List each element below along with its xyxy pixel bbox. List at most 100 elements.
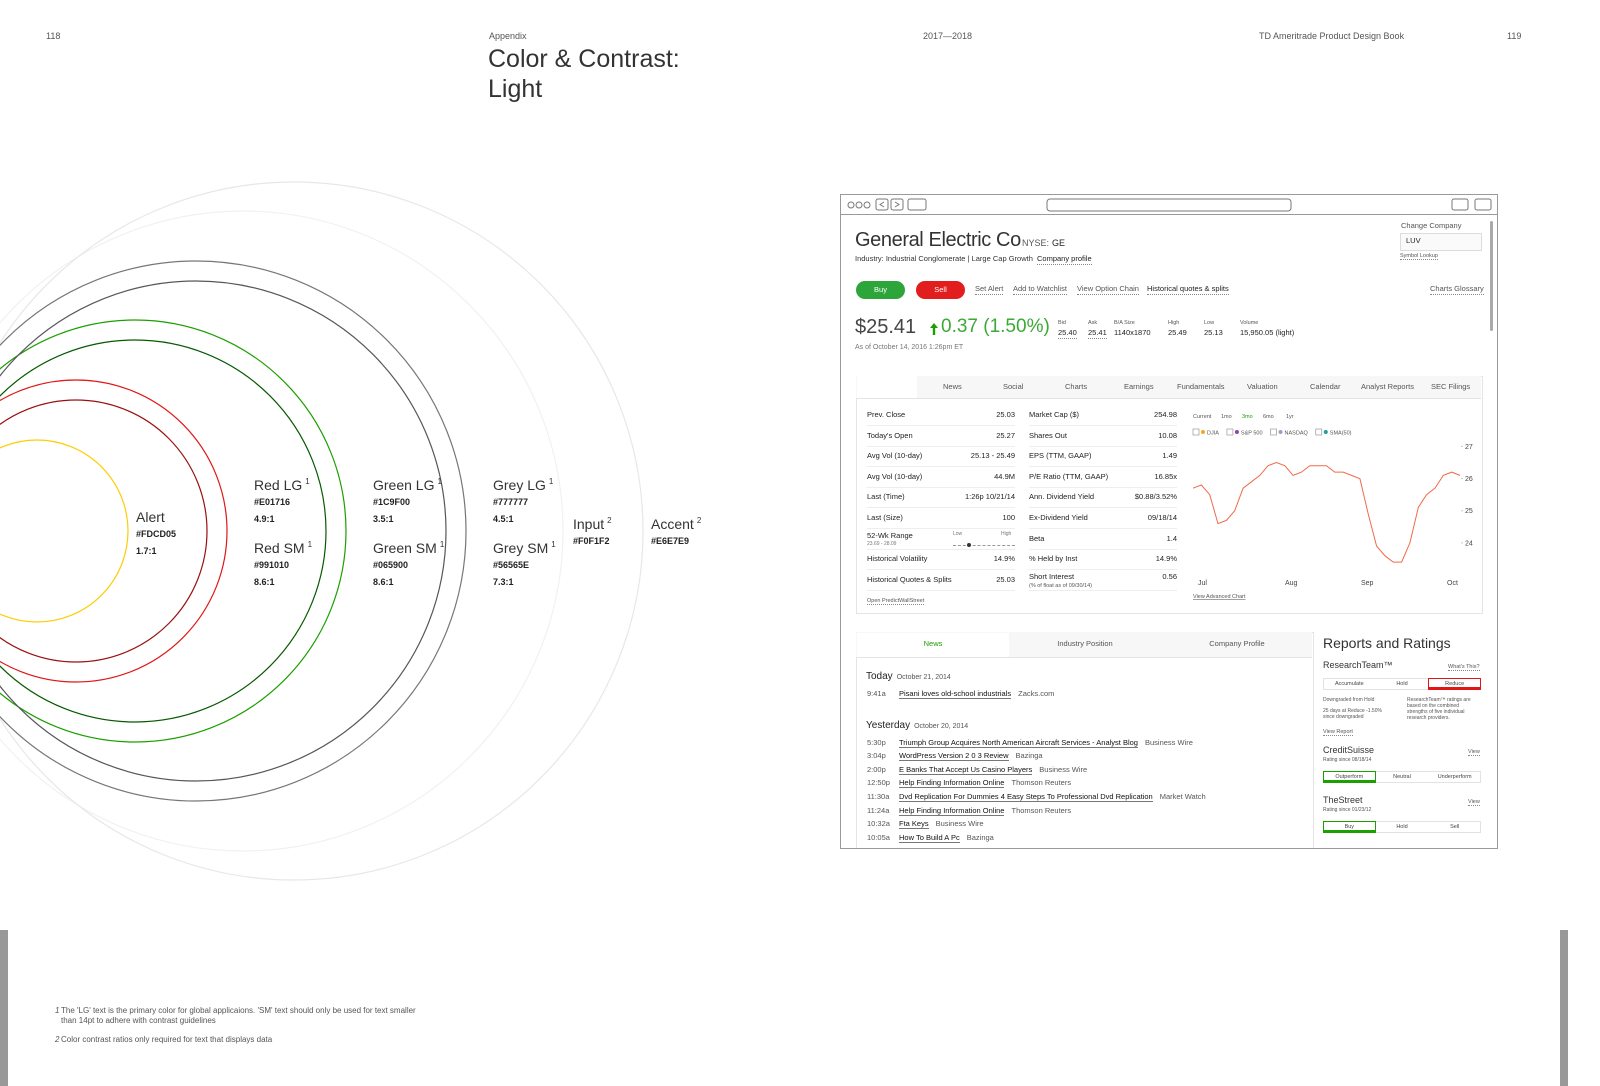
- swatch-name-text: Grey LG: [493, 477, 546, 493]
- rating-option[interactable]: Buy: [1344, 824, 1355, 830]
- active-news-tab[interactable]: [857, 633, 1009, 657]
- rating-option[interactable]: Outperform: [1335, 774, 1364, 780]
- active-tab[interactable]: [857, 376, 917, 398]
- news-tab[interactable]: Company Profile: [1209, 639, 1265, 648]
- action-link[interactable]: Set Alert: [975, 284, 1004, 295]
- rating-option[interactable]: Hold: [1396, 681, 1408, 687]
- news-tab[interactable]: News: [923, 639, 943, 648]
- news-tab[interactable]: Industry Position: [1057, 639, 1113, 648]
- rating-option[interactable]: Accumulate: [1334, 681, 1364, 687]
- footnote: Color contrast ratios only required for …: [61, 1035, 273, 1044]
- tab[interactable]: Social: [1003, 382, 1024, 391]
- symbol-input[interactable]: [1400, 233, 1482, 251]
- stat-label: Avg Vol (10-day): [867, 451, 923, 461]
- news-item: Help Finding Information Online Thomson R…: [899, 778, 1071, 789]
- swatch-name: Accent 2: [651, 516, 701, 532]
- back-button[interactable]: [875, 198, 889, 211]
- glossary-link[interactable]: Charts Glossary: [1430, 284, 1484, 295]
- sidebar-button[interactable]: [907, 198, 927, 211]
- tab[interactable]: News: [943, 382, 962, 391]
- rating-option[interactable]: Neutral: [1393, 774, 1411, 780]
- rating-option[interactable]: Sell: [1450, 824, 1460, 830]
- address-bar[interactable]: [1046, 198, 1292, 212]
- up-arrow: [930, 323, 938, 335]
- research-note: since downgraded: [1323, 714, 1364, 720]
- swatch-name-text: Grey SM: [493, 540, 549, 556]
- tab[interactable]: Valuation: [1247, 382, 1278, 391]
- sell-button[interactable]: Sell: [916, 281, 965, 299]
- footnote-mark: 1: [55, 1006, 60, 1015]
- news-time: 12:50p: [867, 778, 890, 788]
- window-dot[interactable]: [855, 201, 863, 209]
- buy-button[interactable]: Buy: [856, 281, 905, 299]
- news-headline[interactable]: Pisani loves old-school industrials: [899, 689, 1012, 699]
- compare-dot: [1201, 430, 1205, 434]
- advanced-chart-link[interactable]: View Advanced Chart: [1193, 594, 1246, 600]
- news-source: Bazinga: [966, 832, 994, 842]
- tabs-button[interactable]: [1474, 198, 1492, 211]
- swatch-name-text: Red SM: [254, 540, 305, 556]
- news-headline[interactable]: How To Build A Pc: [899, 832, 960, 843]
- compare-checkbox: [1315, 428, 1323, 436]
- forward-button[interactable]: [890, 198, 904, 211]
- scrollbar[interactable]: [1490, 221, 1493, 331]
- news-item: E Banks That Accept Us Casino Players Bus…: [899, 764, 1087, 775]
- whats-this-link[interactable]: What's This?: [1448, 664, 1480, 672]
- tab[interactable]: Charts: [1065, 382, 1088, 391]
- share-button[interactable]: [1451, 198, 1469, 211]
- provider-since: Rating since 01/23/12: [1323, 807, 1372, 813]
- news-headline[interactable]: Dvd Replication For Dummies 4 Easy Steps…: [899, 792, 1153, 802]
- row-divider: [867, 548, 1015, 550]
- symbol-input-value: LUV: [1406, 236, 1421, 245]
- selected-rating[interactable]: [1323, 821, 1376, 833]
- window-dot[interactable]: [863, 201, 871, 209]
- company-profile-link[interactable]: Company profile: [1037, 254, 1092, 265]
- reports-title: Reports and Ratings: [1323, 635, 1451, 651]
- tab[interactable]: Earnings: [1124, 382, 1154, 391]
- footnote-ref: 1: [437, 477, 442, 486]
- provider-view-link[interactable]: View: [1468, 799, 1480, 807]
- selected-rating[interactable]: [1323, 771, 1376, 783]
- rating-option[interactable]: Hold: [1396, 824, 1408, 830]
- action-link[interactable]: Add to Watchlist: [1013, 284, 1067, 295]
- swatch-hex: #F0F1F2: [573, 536, 610, 546]
- row-divider: [867, 569, 1015, 571]
- tab[interactable]: Calendar: [1310, 382, 1341, 391]
- book-title: TD Ameritrade Product Design Book: [1259, 31, 1405, 41]
- tab[interactable]: Analyst Reports: [1361, 382, 1414, 391]
- x-tick-label: Jul: [1198, 580, 1207, 587]
- stat-value: 25.03: [996, 574, 1015, 584]
- stat-value: 09/18/14: [1147, 513, 1177, 522]
- tab[interactable]: SEC Filings: [1431, 382, 1471, 391]
- contrast-ring: [0, 181, 644, 881]
- window-dot[interactable]: [847, 201, 855, 209]
- predict-link-text[interactable]: Open PredictWallStreet: [867, 598, 925, 605]
- stat-value: 25.27: [996, 430, 1015, 440]
- action-link[interactable]: Historical quotes & splits: [1147, 284, 1229, 295]
- selected-rating[interactable]: [1428, 678, 1481, 690]
- research-note: Downgraded from Hold: [1323, 697, 1375, 703]
- industry: Industry: Industrial Conglomerate | Larg…: [855, 254, 1033, 263]
- tab[interactable]: Fundamentals: [1177, 382, 1225, 391]
- view-report-link[interactable]: View Report: [1323, 729, 1353, 737]
- news-headline[interactable]: Help Finding Information Online: [899, 778, 1005, 789]
- swatch-name: Input 2: [573, 516, 612, 532]
- news-headline[interactable]: Triumph Group Acquires North American Ai…: [899, 737, 1138, 748]
- news-headline[interactable]: Help Finding Information Online: [899, 805, 1005, 816]
- row-divider: [1029, 445, 1177, 447]
- symbol-lookup-link[interactable]: Symbol Lookup: [1400, 253, 1438, 261]
- range-values: 23.69 - 28.09: [867, 540, 897, 547]
- action-link[interactable]: View Option Chain: [1077, 284, 1139, 295]
- contrast-ring: [0, 439, 129, 623]
- news-headline[interactable]: Fta Keys: [899, 819, 929, 830]
- news-headline[interactable]: WordPress Version 2 0 3 Review: [899, 751, 1009, 762]
- stat-label: Shares Out: [1029, 430, 1067, 440]
- news-item: Pisani loves old-school industrials Zacks…: [899, 689, 1054, 699]
- rating-option[interactable]: Underperform: [1437, 774, 1472, 780]
- rating-option[interactable]: Reduce: [1445, 681, 1465, 687]
- provider-view-link[interactable]: View: [1468, 749, 1480, 757]
- stat-value: 14.9%: [993, 554, 1015, 564]
- news-headline[interactable]: E Banks That Accept Us Casino Players: [899, 764, 1033, 775]
- range-button: 1yr: [1286, 414, 1294, 420]
- predict-link[interactable]: Open PredictWallStreet: [867, 598, 925, 605]
